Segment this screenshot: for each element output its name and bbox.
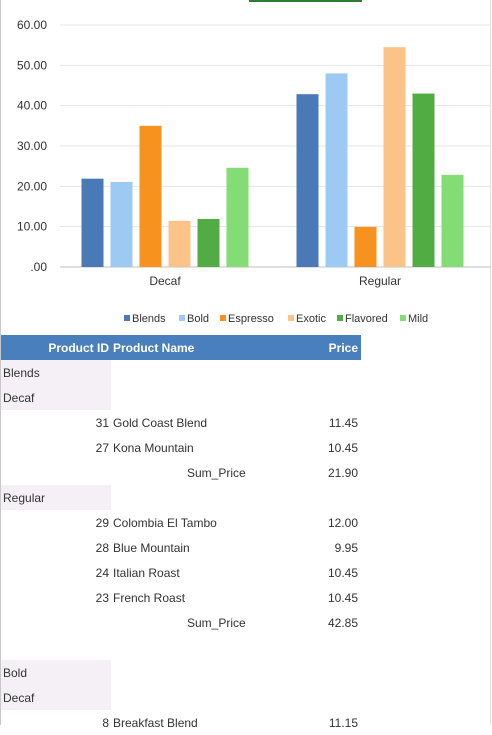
legend-swatch — [124, 315, 130, 321]
y-tick-label: 40.00 — [17, 99, 47, 113]
bar-decaf-blends — [81, 178, 104, 267]
legend-label: Espresso — [228, 313, 274, 325]
bar-decaf-espresso — [139, 125, 162, 267]
group-header-row: Decaf — [1, 385, 361, 410]
legend-swatch — [179, 315, 185, 321]
price-cell: 10.45 — [327, 441, 358, 455]
subtotal-value: 21.90 — [327, 466, 358, 480]
y-tick-label: 60.00 — [17, 18, 47, 32]
bar-decaf-mild — [226, 167, 249, 267]
price-cell: 10.45 — [327, 566, 358, 580]
column-header-product-name[interactable]: Product Name — [113, 341, 195, 355]
subtotal-value: 42.85 — [327, 616, 358, 630]
product-name-cell: Gold Coast Blend — [113, 416, 208, 430]
group-label: Bold — [3, 666, 28, 680]
legend-label: Blends — [132, 313, 166, 325]
bar-decaf-exotic — [168, 220, 191, 267]
y-tick-label: 10.00 — [17, 220, 47, 234]
table-row: 27 Kona Mountain 10.45 — [1, 435, 361, 460]
table-header: Product ID Product Name Price — [1, 335, 361, 360]
product-id-cell: 29 — [95, 516, 109, 530]
column-header-price[interactable]: Price — [328, 341, 358, 355]
price-cell: 10.45 — [327, 591, 358, 605]
product-id-cell: 24 — [95, 566, 109, 580]
spacer-row — [1, 635, 361, 660]
table-row: 29 Colombia El Tambo 12.00 — [1, 510, 361, 535]
top-accent-bar — [249, 0, 362, 2]
legend-swatch — [288, 315, 294, 321]
y-tick-label: 50.00 — [17, 58, 47, 72]
product-id-cell: 8 — [102, 716, 109, 730]
bar-regular-espresso — [354, 226, 377, 267]
table-row: 23 French Roast 10.45 — [1, 585, 361, 610]
x-category-label: Decaf — [149, 274, 181, 288]
product-id-cell: 28 — [95, 541, 109, 555]
table-row: 24 Italian Roast 10.45 — [1, 560, 361, 585]
subtotal-row: Sum_Price 21.90 — [1, 460, 361, 485]
group-header-cell: Decaf — [1, 385, 111, 410]
group-header-row: Decaf — [1, 685, 361, 710]
product-name-cell: Breakfast Blend — [113, 716, 198, 730]
product-id-cell: 23 — [95, 591, 109, 605]
subtotal-row: Sum_Price 42.85 — [1, 610, 361, 635]
y-tick-label: 20.00 — [17, 179, 47, 193]
group-label: Blends — [3, 366, 40, 380]
price-cell: 12.00 — [327, 516, 358, 530]
legend-swatch — [337, 315, 343, 321]
bar-regular-blends — [296, 94, 319, 268]
product-name-cell: Kona Mountain — [113, 441, 194, 455]
product-name-cell: Italian Roast — [113, 566, 180, 580]
bar-chart: 60.00 50.00 40.00 30.00 20.00 10.00 .00 Decaf Re… — [17, 18, 491, 325]
product-id-cell: 27 — [95, 441, 109, 455]
price-cell: 11.45 — [328, 416, 358, 430]
legend-label: Exotic — [296, 313, 326, 325]
bar-regular-exotic — [383, 47, 406, 267]
legend-swatch — [400, 315, 406, 321]
group-label: Decaf — [3, 391, 35, 405]
bar-regular-bold — [325, 73, 348, 268]
bar-decaf-flavored — [197, 219, 220, 267]
product-id-cell: 31 — [95, 416, 109, 430]
subtotal-label: Sum_Price — [187, 616, 246, 630]
group-header-cell: Regular — [1, 485, 111, 510]
group-label: Regular — [3, 491, 46, 505]
y-tick-label: .00 — [30, 260, 47, 274]
price-cell: 9.95 — [334, 541, 358, 555]
product-name-cell: French Roast — [113, 591, 186, 605]
table-row: 8 Breakfast Blend 11.15 — [1, 710, 361, 735]
legend-label: Flavored — [345, 313, 388, 325]
group-header-cell: Bold — [1, 660, 111, 685]
bar-regular-mild — [441, 174, 464, 267]
group-header-cell: Decaf — [1, 685, 111, 710]
x-category-label: Regular — [359, 274, 401, 288]
bar-regular-flavored — [412, 93, 435, 267]
column-header-product-id[interactable]: Product ID — [48, 341, 109, 355]
group-header-cell: Blends — [1, 360, 111, 385]
group-header-row: Bold — [1, 660, 361, 685]
legend-label: Bold — [187, 313, 209, 325]
table-row: 31 Gold Coast Blend 11.45 — [1, 410, 361, 435]
legend-label: Mild — [408, 313, 428, 325]
product-name-cell: Blue Mountain — [113, 541, 190, 555]
table-row: 28 Blue Mountain 9.95 — [1, 535, 361, 560]
group-header-row: Blends — [1, 360, 361, 385]
bar-decaf-bold — [110, 181, 133, 267]
subtotal-label: Sum_Price — [187, 466, 246, 480]
product-name-cell: Colombia El Tambo — [113, 516, 217, 530]
y-tick-label: 30.00 — [17, 139, 47, 153]
legend-swatch — [220, 315, 226, 321]
group-label: Decaf — [3, 691, 35, 705]
price-cell: 11.15 — [328, 716, 358, 730]
group-header-row: Regular — [1, 485, 361, 510]
